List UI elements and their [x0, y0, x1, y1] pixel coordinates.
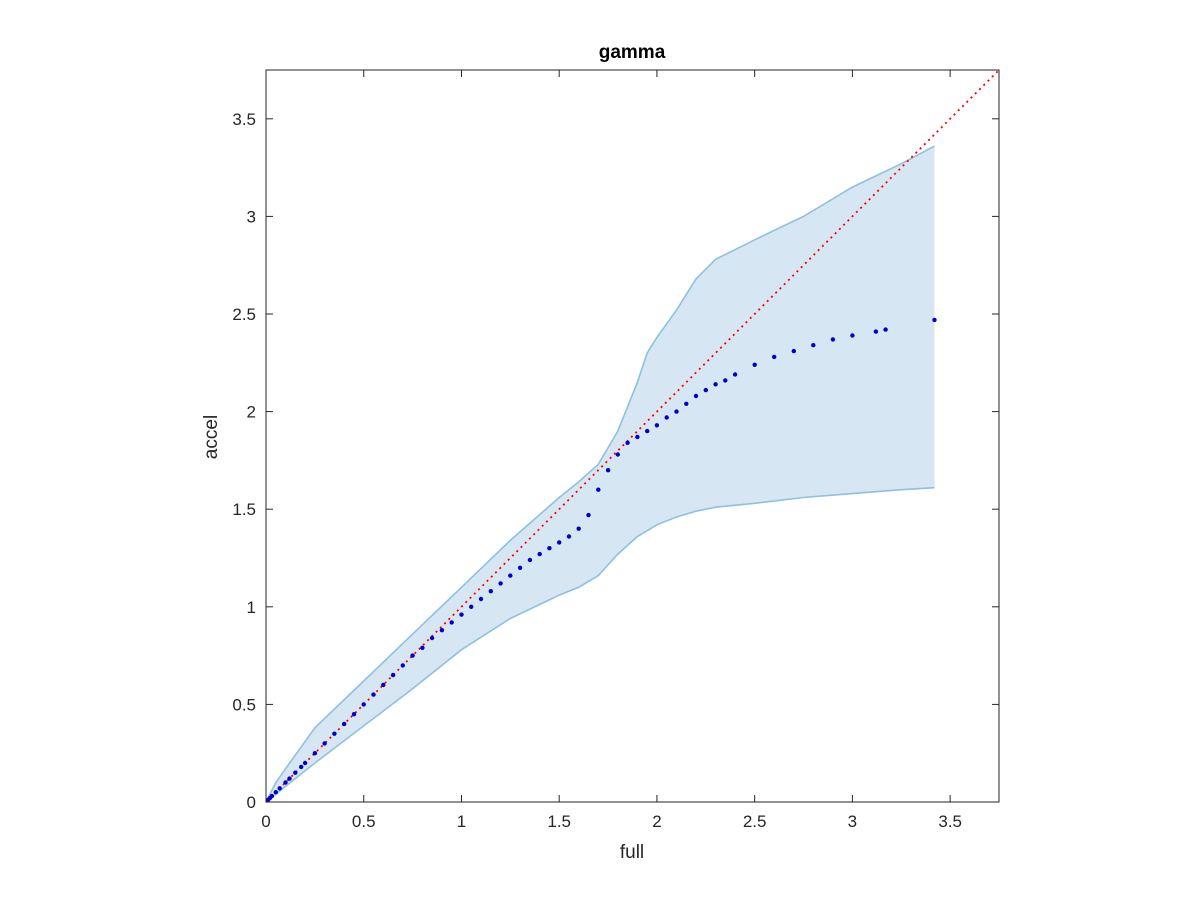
data-point [488, 589, 493, 594]
y-axis-ticks: 0 0.5 1 1.5 2 2.5 3 3.5 [232, 110, 999, 812]
confidence-band-lower-edge [265, 486, 935, 803]
data-point [566, 534, 572, 539]
data-point [273, 790, 278, 795]
data-point [654, 423, 660, 428]
data-point [537, 551, 542, 557]
x-tick-label: 0 [261, 812, 270, 831]
confidence-band-upper-edge [265, 145, 935, 803]
data-point [713, 382, 718, 387]
data-point [576, 526, 581, 531]
data-point [322, 741, 327, 746]
data-point [703, 387, 708, 393]
data-point [299, 764, 304, 770]
data-point [674, 409, 679, 414]
data-point [287, 776, 292, 781]
x-axis-ticks: 0 0.5 1 1.5 2 2.5 3 3.5 [261, 70, 962, 831]
data-point [420, 645, 425, 650]
y-tick-label: 2.5 [232, 305, 256, 324]
data-point [932, 317, 937, 323]
data-point [449, 620, 454, 625]
y-tick-label: 1 [247, 598, 256, 617]
x-tick-label: 1.5 [547, 812, 571, 831]
data-point [635, 434, 640, 440]
data-point [277, 786, 282, 791]
data-point [811, 343, 816, 348]
y-tick-label: 0 [247, 793, 256, 812]
data-point [381, 682, 386, 688]
chart-title: gamma [599, 42, 666, 63]
data-point [269, 793, 275, 799]
data-point [883, 327, 888, 332]
plot-area [265, 69, 1000, 803]
y-tick-label: 0.5 [232, 695, 256, 714]
data-point [498, 581, 503, 586]
data-point [732, 372, 738, 377]
data-point [596, 487, 601, 492]
data-point [693, 393, 699, 399]
data-point [517, 565, 523, 570]
data-point [772, 354, 777, 360]
data-point [302, 760, 308, 766]
data-point [605, 468, 611, 473]
data-point [390, 672, 396, 678]
data-point [873, 329, 879, 334]
data-point [615, 452, 620, 457]
data-point [684, 401, 689, 406]
x-axis-label: full [620, 842, 644, 863]
x-tick-label: 0.5 [352, 812, 376, 831]
data-point [752, 362, 757, 367]
data-point [312, 751, 318, 756]
data-point [557, 540, 562, 545]
data-point [332, 731, 337, 736]
x-tick-label: 3.5 [938, 812, 962, 831]
data-point [361, 702, 366, 707]
data-point [664, 415, 669, 420]
data-point [439, 628, 445, 633]
data-point [791, 348, 796, 354]
data-point [351, 712, 357, 717]
y-axis-label: accel [201, 415, 222, 459]
data-point [283, 780, 288, 785]
y-tick-label: 3.5 [232, 110, 256, 129]
axes: 0 0.5 1 1.5 2 2.5 3 3.5 0 0.5 1 1.5 2 2.5 3 3.5 [232, 69, 1000, 831]
data-point [410, 653, 415, 658]
data-point [645, 428, 650, 434]
data-point [723, 378, 728, 383]
data-point [586, 512, 591, 518]
data-point [527, 557, 533, 563]
y-tick-label: 3 [247, 207, 256, 226]
y-tick-label: 1.5 [232, 500, 256, 519]
x-tick-label: 2 [652, 812, 661, 831]
data-point [547, 546, 552, 551]
x-tick-label: 3 [848, 812, 857, 831]
data-point [429, 635, 435, 641]
data-point [342, 721, 347, 727]
identity-reference-line [265, 69, 1000, 803]
data-point [459, 612, 464, 617]
data-point [400, 663, 405, 668]
x-tick-label: 1 [457, 812, 466, 831]
x-tick-label: 2.5 [743, 812, 767, 831]
data-point [478, 596, 484, 602]
data-point [850, 333, 855, 338]
data-points [265, 317, 937, 803]
y-tick-label: 2 [247, 403, 256, 422]
axes-box [265, 69, 1000, 803]
data-point [830, 337, 836, 342]
data-point [293, 770, 298, 775]
data-point [469, 604, 474, 609]
data-point [508, 573, 513, 578]
data-point [371, 692, 376, 697]
data-point [625, 440, 630, 445]
